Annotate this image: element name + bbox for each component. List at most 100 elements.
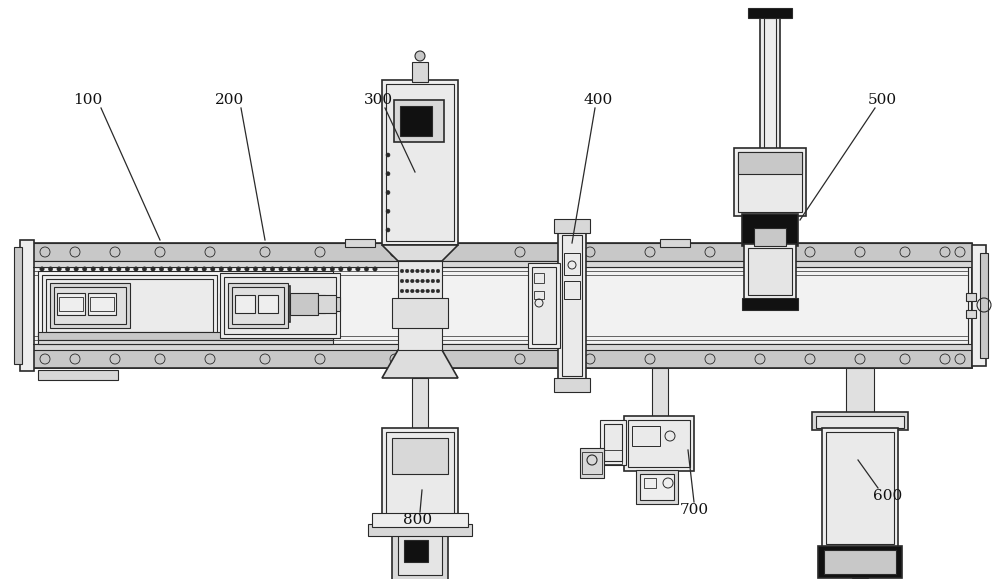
Bar	[38, 370, 118, 380]
Text: 500: 500	[867, 93, 897, 107]
Text: 100: 100	[73, 93, 103, 107]
Bar	[412, 62, 428, 82]
Bar	[644, 478, 656, 488]
Circle shape	[108, 267, 113, 271]
Circle shape	[421, 299, 424, 303]
Bar	[14, 247, 22, 364]
Circle shape	[262, 267, 266, 271]
Bar	[822, 428, 898, 548]
Bar	[628, 420, 690, 467]
Bar	[382, 80, 458, 245]
Bar	[636, 470, 678, 504]
Bar	[764, 18, 776, 242]
Circle shape	[40, 267, 44, 271]
Circle shape	[185, 267, 189, 271]
Bar	[558, 231, 586, 380]
Circle shape	[410, 279, 414, 283]
Circle shape	[373, 267, 377, 271]
Bar	[28, 350, 972, 368]
Circle shape	[339, 267, 343, 271]
Bar	[224, 277, 336, 334]
Circle shape	[426, 269, 430, 273]
Circle shape	[253, 267, 258, 271]
Circle shape	[421, 289, 424, 293]
Bar	[818, 546, 902, 578]
Circle shape	[347, 267, 352, 271]
Circle shape	[431, 269, 435, 273]
Circle shape	[400, 299, 404, 303]
Circle shape	[364, 267, 369, 271]
Circle shape	[416, 299, 419, 303]
Bar	[220, 273, 340, 338]
Circle shape	[386, 209, 390, 213]
Bar	[652, 368, 668, 418]
Bar	[564, 253, 580, 275]
Circle shape	[431, 299, 435, 303]
Bar	[852, 578, 868, 579]
Text: 300: 300	[363, 93, 393, 107]
Bar	[398, 533, 442, 575]
Bar	[742, 214, 798, 246]
Bar	[372, 513, 468, 527]
Circle shape	[219, 267, 224, 271]
Bar	[42, 275, 217, 336]
Bar	[624, 416, 694, 471]
Circle shape	[57, 267, 61, 271]
Bar	[826, 432, 894, 544]
Bar	[392, 438, 448, 474]
Bar	[386, 432, 454, 524]
Bar	[54, 287, 126, 324]
Circle shape	[436, 279, 440, 283]
Bar	[600, 420, 626, 465]
Circle shape	[228, 267, 232, 271]
Bar	[604, 450, 622, 464]
Bar	[812, 412, 908, 430]
Bar	[760, 15, 780, 243]
Bar	[972, 245, 986, 366]
Bar	[640, 474, 674, 500]
Circle shape	[322, 267, 326, 271]
Bar	[528, 263, 560, 348]
Bar	[290, 295, 325, 313]
Bar	[400, 106, 432, 136]
Circle shape	[168, 267, 172, 271]
Circle shape	[82, 267, 87, 271]
Bar	[59, 297, 83, 311]
Circle shape	[287, 267, 292, 271]
Text: 700: 700	[679, 503, 709, 517]
Bar	[220, 293, 300, 315]
Bar	[382, 428, 458, 528]
Circle shape	[405, 269, 409, 273]
Circle shape	[426, 289, 430, 293]
Circle shape	[386, 228, 390, 232]
Bar	[980, 253, 988, 358]
Bar	[290, 293, 318, 315]
Circle shape	[117, 267, 121, 271]
Circle shape	[416, 269, 419, 273]
Bar	[394, 100, 444, 142]
Bar	[232, 287, 284, 324]
Bar	[554, 219, 590, 233]
Polygon shape	[382, 245, 458, 261]
Bar	[580, 448, 604, 478]
Circle shape	[415, 51, 425, 61]
Circle shape	[436, 299, 440, 303]
Circle shape	[386, 172, 390, 176]
Bar	[564, 281, 580, 299]
Bar	[398, 261, 442, 350]
Circle shape	[431, 289, 435, 293]
Circle shape	[176, 267, 181, 271]
Bar	[532, 267, 556, 344]
Bar	[734, 148, 806, 216]
Bar	[28, 243, 972, 368]
Bar	[258, 295, 278, 313]
Circle shape	[405, 279, 409, 283]
Bar	[966, 310, 976, 318]
Circle shape	[211, 267, 215, 271]
Bar	[368, 524, 472, 536]
Circle shape	[193, 267, 198, 271]
Bar	[744, 244, 796, 299]
Circle shape	[74, 267, 78, 271]
Bar	[404, 540, 428, 562]
Circle shape	[416, 289, 419, 293]
